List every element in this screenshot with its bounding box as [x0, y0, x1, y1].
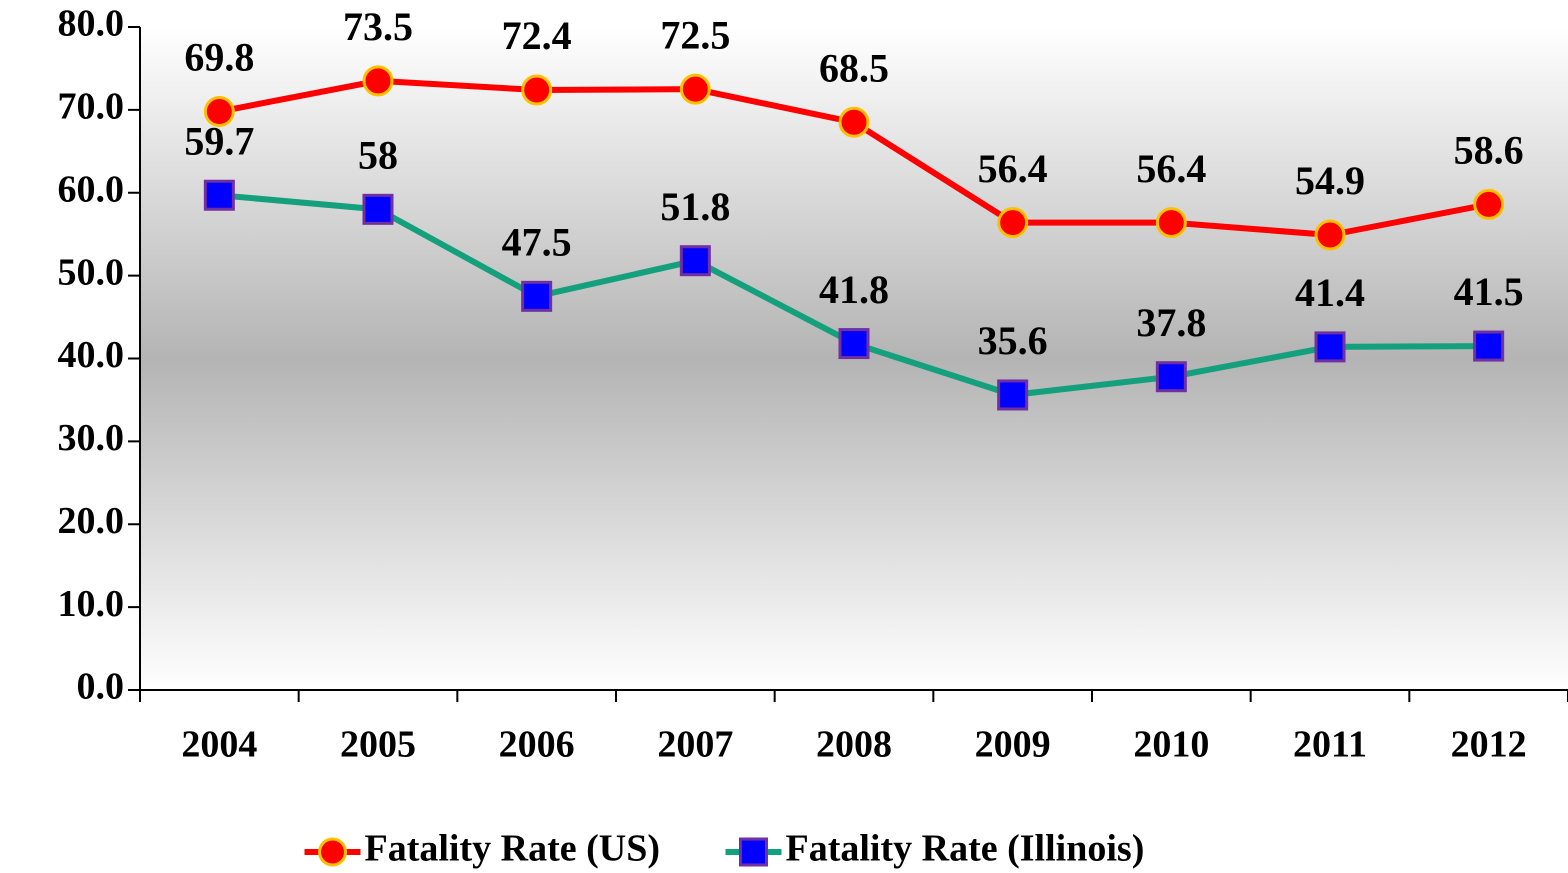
data-point [679, 245, 711, 277]
x-tick-label: 2004 [181, 724, 257, 766]
data-point [362, 193, 394, 225]
legend-marker [318, 837, 347, 867]
y-tick-label: 20.0 [58, 500, 125, 542]
data-label: 72.5 [660, 12, 730, 57]
x-tick-label: 2007 [657, 724, 733, 766]
data-label: 41.5 [1454, 269, 1524, 314]
data-point [679, 73, 711, 105]
legend-label: Fatality Rate (Illinois) [786, 828, 1145, 870]
data-label: 54.9 [1295, 158, 1365, 203]
data-point [1314, 331, 1346, 363]
data-point [521, 280, 553, 312]
data-label: 37.8 [1136, 300, 1206, 345]
x-tick-label: 2008 [816, 724, 892, 766]
data-label: 41.8 [819, 267, 889, 312]
data-point [203, 96, 235, 128]
data-point [838, 328, 870, 360]
y-tick-label: 80.0 [58, 3, 125, 45]
x-tick-label: 2012 [1451, 724, 1527, 766]
data-label: 73.5 [343, 4, 413, 49]
data-point [203, 179, 235, 211]
x-tick-label: 2009 [975, 724, 1051, 766]
data-point [1314, 219, 1346, 251]
y-tick-label: 30.0 [58, 417, 125, 459]
data-label: 35.6 [978, 318, 1048, 363]
data-label: 56.4 [978, 146, 1048, 191]
legend-label: Fatality Rate (US) [365, 828, 660, 870]
data-label: 58 [358, 132, 398, 177]
data-label: 72.4 [502, 13, 572, 58]
data-label: 68.5 [819, 45, 889, 90]
data-label: 47.5 [502, 220, 572, 265]
data-label: 59.7 [184, 118, 254, 163]
data-label: 69.8 [184, 35, 254, 80]
data-point [997, 379, 1029, 411]
x-tick-label: 2010 [1133, 724, 1209, 766]
y-tick-label: 10.0 [58, 583, 125, 625]
x-tick-label: 2011 [1293, 724, 1367, 766]
x-tick-label: 2005 [340, 724, 416, 766]
data-label: 41.4 [1295, 270, 1365, 315]
legend-marker [739, 837, 768, 867]
y-tick-label: 0.0 [77, 666, 125, 708]
x-tick-label: 2006 [499, 724, 575, 766]
data-point [362, 65, 394, 97]
y-tick-label: 50.0 [58, 251, 125, 293]
data-point [997, 207, 1029, 239]
data-point [838, 106, 870, 138]
data-label: 58.6 [1454, 128, 1524, 173]
data-point [1155, 361, 1187, 393]
data-point [1473, 188, 1505, 220]
data-point [521, 74, 553, 106]
data-label: 51.8 [660, 184, 730, 229]
y-tick-label: 40.0 [58, 334, 125, 376]
data-point [1473, 330, 1505, 362]
y-tick-label: 70.0 [58, 86, 125, 128]
y-tick-label: 60.0 [58, 168, 125, 210]
data-label: 56.4 [1136, 146, 1206, 191]
data-point [1155, 207, 1187, 239]
